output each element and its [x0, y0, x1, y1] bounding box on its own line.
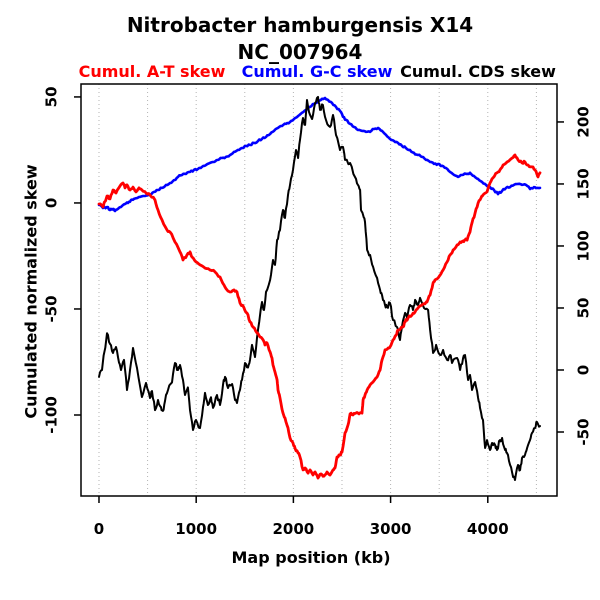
legend-item-cds-skew: Cumul. CDS skew: [400, 62, 556, 81]
plot-border: [80, 83, 558, 497]
legend-item-at-skew: Cumul. A-T skew: [78, 62, 226, 81]
series-line-2: [97, 153, 542, 480]
x-tick-label: 4000: [467, 520, 509, 538]
chart-subtitle: NC_007964: [237, 40, 363, 64]
y-left-tick-label: 0: [43, 198, 61, 208]
y-right-tick-label: 50: [575, 298, 593, 319]
y-right-tick-label: -50: [575, 418, 593, 445]
x-tick-label: 2000: [273, 520, 315, 538]
y-axis-label: Cumulated normalized skew: [21, 164, 41, 419]
series-line-0: [97, 96, 542, 213]
y-left-tick-label: -100: [43, 396, 61, 434]
x-tick-label: 0: [94, 520, 104, 538]
chart-title: Nitrobacter hamburgensis X14: [126, 13, 474, 37]
y-right-tick-label: 0: [575, 365, 593, 375]
x-tick-label: 3000: [370, 520, 412, 538]
legend-item-gc-skew: Cumul. G-C skew: [241, 62, 393, 81]
series-line-1: [98, 95, 541, 481]
y-right-tick-label: 100: [575, 230, 593, 261]
y-right-tick-label: 200: [575, 106, 593, 137]
x-axis-label: Map position (kb): [231, 548, 391, 567]
y-left-tick-label: 50: [43, 86, 61, 107]
x-tick-label: 1000: [175, 520, 217, 538]
y-right-tick-label: 150: [575, 168, 593, 199]
y-left-tick-label: -50: [43, 295, 61, 322]
